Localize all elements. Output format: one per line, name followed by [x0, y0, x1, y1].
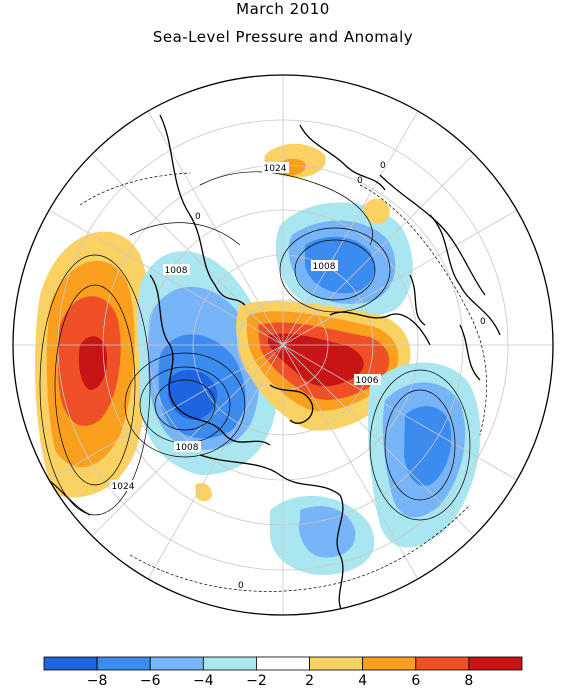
contour-label: 1024: [264, 164, 287, 174]
colorbar-tick-label: −2: [246, 673, 267, 688]
contour-label: 1024: [112, 482, 135, 492]
map-subtitle: Sea-Level Pressure and Anomaly: [152, 28, 414, 46]
anomaly-neg-siberia-6: [305, 236, 375, 294]
map-title: March 2010: [236, 0, 330, 18]
contour-label: 1006: [356, 376, 379, 386]
anomaly-pos-arctic-8: [268, 333, 364, 387]
colorbar-tick-label: 6: [411, 673, 420, 688]
anomaly-neg-alaska-8: [168, 369, 218, 420]
colorbar-bins: [43, 656, 523, 671]
contour-label: 1008: [313, 262, 336, 272]
colorbar-bin: [96, 656, 151, 671]
colorbar-tick-label: −8: [87, 673, 108, 688]
colorbar-bin: [468, 656, 523, 671]
polar-map: 1024 1008 1008 1006 1008 1024 0 0 0 0 0: [12, 74, 554, 616]
colorbar: −8 −6 −4 −2 2 4 6 8: [43, 656, 523, 688]
contour-label-group: 1024 1008 1008 1006 1008 1024: [110, 162, 381, 492]
contour-label: 1008: [165, 266, 188, 276]
zero-label-group: 0 0 0 0 0: [195, 161, 486, 591]
anomaly-shading: [35, 143, 481, 575]
zero-label: 0: [380, 161, 386, 171]
coastlines: [39, 114, 501, 615]
slp-contours: [39, 171, 471, 521]
anomaly-pos-pacific-8: [78, 336, 108, 390]
zero-label: 0: [238, 581, 244, 591]
colorbar-labels: −8 −6 −4 −2 2 4 6 8: [87, 673, 474, 688]
slp-zero-contours: [79, 172, 487, 592]
zero-label: 0: [357, 176, 363, 186]
zero-label: 0: [195, 212, 201, 222]
colorbar-bin: [149, 656, 204, 671]
colorbar-tick-label: 4: [358, 673, 367, 688]
zero-label: 0: [480, 317, 486, 327]
graticule: [13, 75, 553, 615]
anomaly-pos-small-3: [363, 198, 390, 224]
colorbar-tick-label: −4: [193, 673, 214, 688]
colorbar-tick-label: 2: [305, 673, 314, 688]
colorbar-tick-label: −6: [140, 673, 161, 688]
colorbar-tick-label: 8: [464, 673, 473, 688]
colorbar-bin: [362, 656, 417, 671]
anomaly-pos-small-4: [195, 483, 212, 502]
colorbar-bin: [309, 656, 364, 671]
colorbar-bin: [202, 656, 257, 671]
colorbar-bin: [415, 656, 470, 671]
map-boundary: [12, 74, 554, 616]
colorbar-bin: [43, 656, 98, 671]
colorbar-bin: [256, 656, 310, 671]
contour-label: 1008: [176, 443, 199, 453]
